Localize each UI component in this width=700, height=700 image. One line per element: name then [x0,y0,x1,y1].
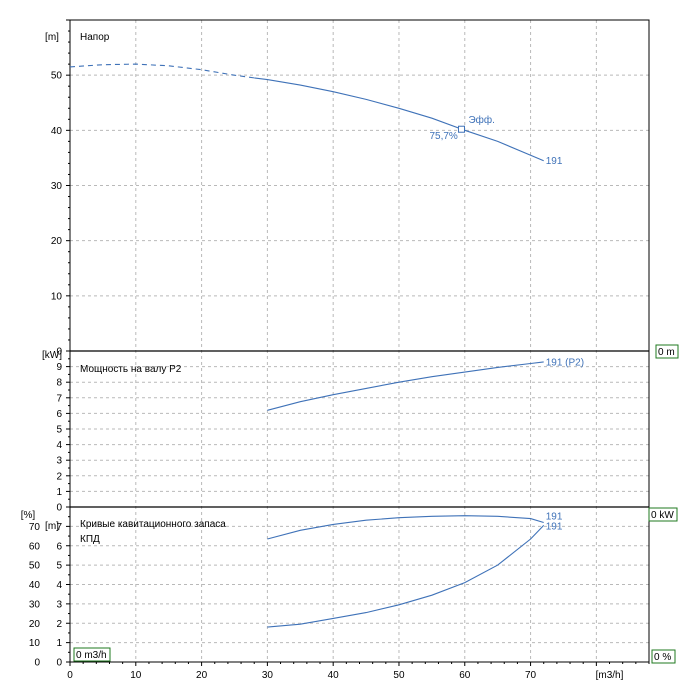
plot-frame [69,19,650,663]
head-panel-title: Напор [80,32,110,43]
percent-tick-label: 40 [29,580,41,591]
percent-tick-label: 0 [34,658,40,669]
npsh-tick-label: 1 [56,638,62,649]
power-tick-label: 4 [56,440,62,451]
head-tick-label: 40 [51,126,63,137]
power-zero-tag-box [648,507,678,522]
x-tick-label: 40 [328,670,340,681]
percent-zero-tag-box [651,649,676,664]
power-zero-tag: 0 kW [648,507,678,522]
head-zero-tag-text: 0 m [658,347,675,358]
x-tick-label: 50 [393,670,405,681]
npsh-tick-label: 0 [56,658,62,669]
x-tick-label: 60 [459,670,471,681]
efficiency-panel-title: КПД [80,534,100,545]
head-curve-label: 191 [546,156,563,167]
power-panel-title: Мощность на валу P2 [80,364,182,375]
npsh-tick-label: 5 [56,561,62,572]
power-curve [267,361,544,411]
head-tick-label: 0 [56,347,62,358]
npsh-tick-label: 2 [56,619,62,630]
x-tick-label: 70 [525,670,537,681]
power-tick-label: 8 [56,378,62,389]
efficiency-curve-label: 191 [546,512,563,523]
npsh-tick-label: 6 [56,541,62,552]
x-axis-label: [m3/h] [596,670,624,681]
power-tick-label: 5 [56,425,62,436]
head-zero-tag: 0 m [655,344,679,359]
head-zero-tag-box [655,344,679,359]
power-zero-tag-text: 0 kW [651,510,674,521]
npsh-tick-label: 7 [56,522,62,533]
percent-tick-label: 20 [29,619,41,630]
power-tick-label: 3 [56,456,62,467]
head-curve [254,77,544,162]
npsh-curve-label: 191 [546,521,563,532]
best-efficiency-marker [457,125,465,133]
grid-layer [70,20,649,662]
text-layer: 0102030405001234567890123456701020304050… [21,32,679,681]
power-tick-label: 0 [56,503,62,514]
percent-zero-tag: 0 % [651,649,676,664]
percent-unit-label: [%] [21,510,36,521]
efficiency-value-annotation: 75,7% [429,131,457,142]
npsh-curve [267,525,545,628]
percent-tick-label: 70 [29,522,41,533]
power-tick-label: 2 [56,471,62,482]
npsh-tick-label: 4 [56,580,62,591]
power-curve-label: 191 (P2) [546,357,584,368]
percent-tick-label: 10 [29,638,41,649]
flow-zero-tag: 0 m3/h [73,647,111,662]
curve-layer [69,63,545,628]
percent-zero-tag-text: 0 % [654,652,671,663]
efficiency-annotation: Эфф. [468,114,494,126]
power-tick-label: 1 [56,487,62,498]
percent-tick-label: 60 [29,541,41,552]
x-tick-label: 30 [262,670,274,681]
head-curve-dashed [69,63,255,79]
x-tick-label: 0 [67,670,73,681]
head-tick-label: 50 [51,71,63,82]
efficiency-curve [267,515,544,540]
power-tick-label: 9 [56,362,62,373]
frame-layer [66,19,650,666]
flow-zero-tag-text: 0 m3/h [76,650,107,661]
percent-tick-label: 30 [29,599,41,610]
power-tick-label: 7 [56,393,62,404]
head-tick-label: 10 [51,291,63,302]
x-tick-label: 20 [196,670,208,681]
flow-zero-tag-box [73,647,111,662]
npsh-tick-label: 3 [56,599,62,610]
percent-tick-label: 50 [29,561,41,572]
x-tick-label: 10 [130,670,142,681]
power-unit-label: [kW] [42,350,62,361]
power-tick-label: 6 [56,409,62,420]
npsh-unit-label: [m] [45,521,59,532]
head-unit-label: [m] [45,32,59,43]
head-tick-label: 30 [51,181,63,192]
npsh-panel-title: Кривые кавитационного запаса [80,519,226,530]
head-tick-label: 20 [51,236,63,247]
